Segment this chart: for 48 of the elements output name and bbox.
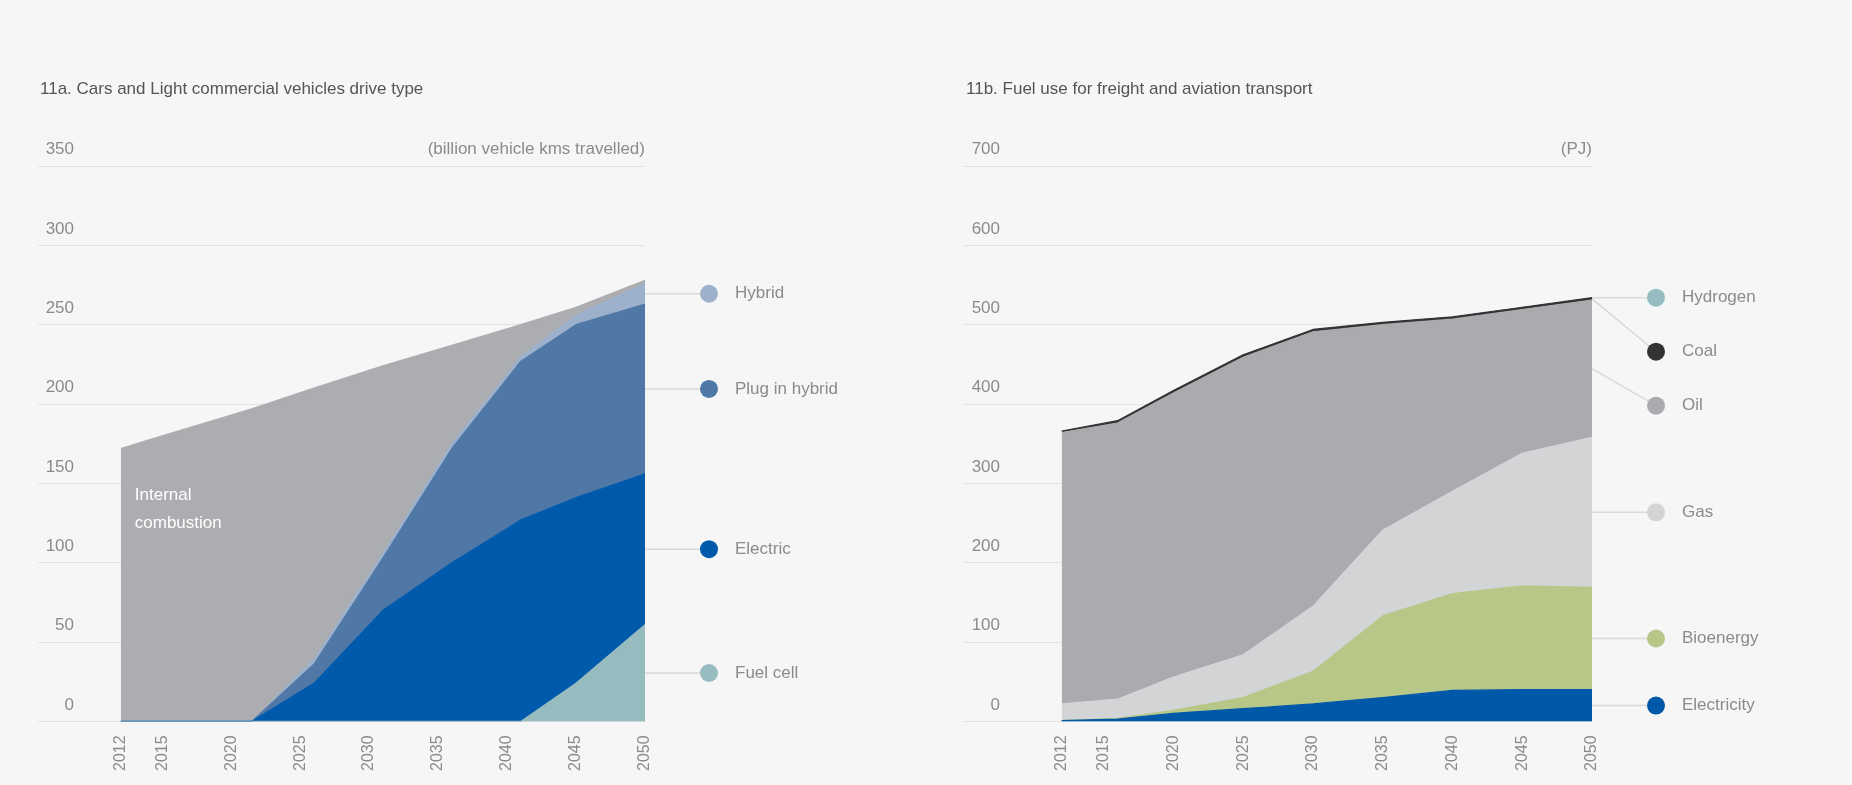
y-tick-label: 700 (971, 139, 1000, 159)
legend-label: Oil (1682, 395, 1703, 415)
y-tick-label: 350 (45, 139, 74, 159)
y-tick-label: 100 (45, 535, 74, 555)
x-tick-label: 2015 (152, 735, 170, 771)
y-tick-label: 0 (64, 694, 74, 714)
legend-label: Gas (1682, 502, 1714, 522)
y-tick-label: 600 (971, 218, 1000, 238)
legend-label: Hydrogen (1682, 287, 1756, 307)
y-tick-label: 0 (990, 694, 1000, 714)
legend-label: Fuel cell (735, 662, 799, 682)
x-tick-label: 2040 (497, 735, 515, 771)
legend-label: Hybrid (735, 283, 785, 303)
x-tick-label: 2035 (1373, 735, 1391, 771)
legend-label: Coal (1682, 341, 1717, 361)
x-tick-label: 2012 (1052, 735, 1070, 771)
x-tick-label: 2045 (566, 735, 584, 771)
x-tick-label: 2030 (359, 735, 377, 771)
x-tick-label: 2025 (290, 735, 308, 771)
legend-label: Plug in hybrid (735, 378, 839, 398)
x-tick-label: 2050 (635, 735, 653, 771)
legend-label: Electric (735, 538, 792, 558)
x-tick-label: 2045 (1512, 735, 1530, 771)
x-tick-label: 2035 (428, 735, 446, 771)
y-axis-title: (PJ) (1560, 139, 1592, 159)
x-tick-label: 2015 (1093, 735, 1111, 771)
y-tick-label: 100 (971, 615, 1000, 635)
x-tick-label: 2030 (1303, 735, 1321, 771)
chart-title: 11b. Fuel use for freight and aviation transport (966, 79, 1313, 98)
y-tick-label: 300 (45, 218, 74, 238)
y-tick-label: 150 (45, 456, 74, 476)
x-tick-label: 2012 (111, 735, 129, 771)
y-tick-label: 500 (971, 297, 1000, 317)
legend-label: Electricity (1682, 695, 1756, 715)
x-tick-label: 2025 (1233, 735, 1251, 771)
y-tick-label: 250 (45, 297, 74, 317)
y-tick-label: 200 (971, 535, 1000, 555)
chart-title: 11a. Cars and Light commercial vehicles drive type (40, 79, 424, 98)
x-tick-label: 2050 (1582, 735, 1600, 771)
x-tick-label: 2040 (1442, 735, 1460, 771)
y-tick-label: 400 (971, 377, 1000, 397)
legend-label: Bioenergy (1682, 628, 1760, 648)
y-tick-label: 300 (971, 456, 1000, 476)
x-tick-label: 2020 (221, 735, 239, 771)
y-tick-label: 200 (45, 377, 74, 397)
x-tick-label: 2020 (1163, 735, 1181, 771)
y-tick-label: 50 (55, 615, 74, 635)
y-axis-title: (billion vehicle kms travelled) (427, 139, 645, 159)
